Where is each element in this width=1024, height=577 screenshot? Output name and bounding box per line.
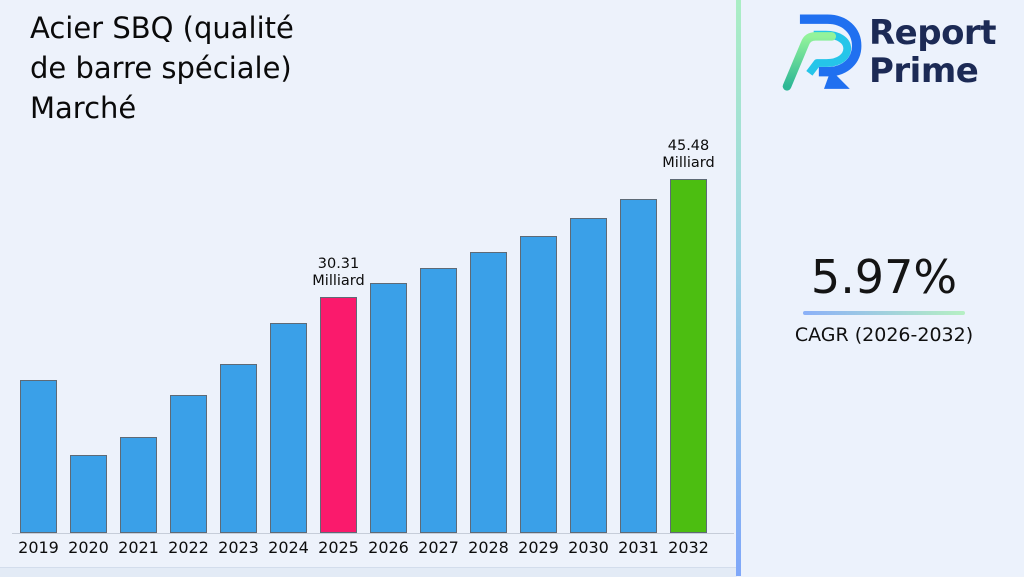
x-tick-2028: 2028 xyxy=(468,538,509,557)
cagr-block: 5.97% CAGR (2026-2032) xyxy=(762,250,1006,346)
page-title-line2: de barre spéciale) xyxy=(30,51,292,85)
x-tick-2021: 2021 xyxy=(118,538,159,557)
report-prime-logo-icon xyxy=(782,14,862,91)
bar-2025 xyxy=(320,297,357,533)
bar-2031 xyxy=(620,199,657,533)
bar-2022 xyxy=(170,395,207,533)
bar-label-2032: 45.48 Milliard xyxy=(662,138,715,171)
x-axis-line xyxy=(12,533,734,534)
bar-2020 xyxy=(70,455,107,533)
x-tick-2029: 2029 xyxy=(518,538,559,557)
right-panel: Report Prime 5.97% CAGR (2026-2032) xyxy=(741,0,1024,576)
bar-2019 xyxy=(20,380,57,533)
bottom-strip xyxy=(0,567,737,577)
page-title: Acier SBQ (qualité de barre spéciale) Ma… xyxy=(30,8,430,128)
x-tick-2025: 2025 xyxy=(318,538,359,557)
bar-2030 xyxy=(570,218,607,533)
bar-2027 xyxy=(420,268,457,533)
page-title-line1: Acier SBQ (qualité xyxy=(30,11,294,45)
x-tick-2027: 2027 xyxy=(418,538,459,557)
cagr-label: CAGR (2026-2032) xyxy=(794,324,974,346)
x-tick-2023: 2023 xyxy=(218,538,259,557)
x-tick-2026: 2026 xyxy=(368,538,409,557)
bar-2024 xyxy=(270,323,307,533)
x-tick-2032: 2032 xyxy=(668,538,709,557)
x-tick-2022: 2022 xyxy=(168,538,209,557)
bar-2021 xyxy=(120,437,157,533)
chart-panel: Acier SBQ (qualité de barre spéciale) Ma… xyxy=(0,8,737,577)
brand-name: Report Prime xyxy=(869,13,996,91)
bar-2032 xyxy=(670,179,707,533)
bar-2028 xyxy=(470,252,507,533)
bar-label-2025: 30.31 Milliard xyxy=(312,256,365,289)
bar-2023 xyxy=(220,364,257,533)
bar-2026 xyxy=(370,283,407,533)
x-tick-2031: 2031 xyxy=(618,538,659,557)
bar-2029 xyxy=(520,236,557,533)
bar-chart: 2019 2020 2021 2022 2023 2024 2025 2026 2027 2028… xyxy=(12,138,734,557)
cagr-underline xyxy=(803,311,965,315)
x-tick-2020: 2020 xyxy=(68,538,109,557)
x-tick-2030: 2030 xyxy=(568,538,609,557)
page-title-line3: Marché xyxy=(30,91,137,125)
panel-divider xyxy=(736,0,741,576)
x-tick-2024: 2024 xyxy=(268,538,309,557)
cagr-value: 5.97% xyxy=(810,250,958,304)
x-tick-2019: 2019 xyxy=(18,538,59,557)
